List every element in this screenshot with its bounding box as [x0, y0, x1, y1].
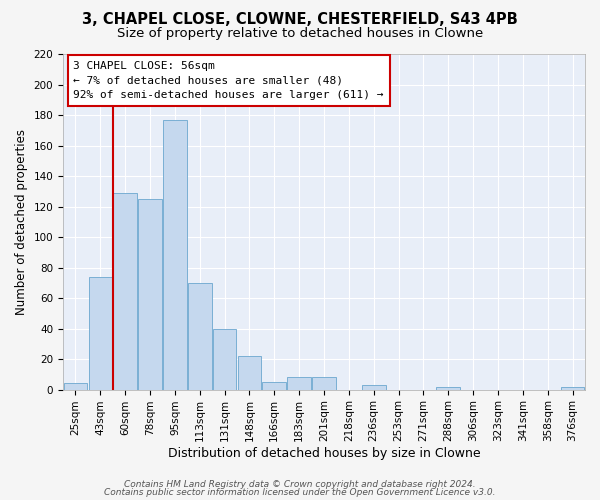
Bar: [362, 385, 386, 390]
Bar: [113, 193, 137, 390]
Bar: [312, 378, 336, 390]
Bar: [287, 378, 311, 390]
Bar: [262, 382, 286, 390]
Bar: [561, 386, 584, 390]
Text: 3, CHAPEL CLOSE, CLOWNE, CHESTERFIELD, S43 4PB: 3, CHAPEL CLOSE, CLOWNE, CHESTERFIELD, S…: [82, 12, 518, 28]
Bar: [138, 199, 162, 390]
Bar: [64, 384, 87, 390]
Bar: [436, 386, 460, 390]
X-axis label: Distribution of detached houses by size in Clowne: Distribution of detached houses by size …: [168, 447, 481, 460]
Bar: [163, 120, 187, 390]
Text: Contains public sector information licensed under the Open Government Licence v3: Contains public sector information licen…: [104, 488, 496, 497]
Text: Size of property relative to detached houses in Clowne: Size of property relative to detached ho…: [117, 28, 483, 40]
Y-axis label: Number of detached properties: Number of detached properties: [15, 129, 28, 315]
Bar: [188, 283, 212, 390]
Text: 3 CHAPEL CLOSE: 56sqm
← 7% of detached houses are smaller (48)
92% of semi-detac: 3 CHAPEL CLOSE: 56sqm ← 7% of detached h…: [73, 60, 384, 100]
Bar: [89, 276, 112, 390]
Bar: [238, 356, 261, 390]
Bar: [213, 328, 236, 390]
Text: Contains HM Land Registry data © Crown copyright and database right 2024.: Contains HM Land Registry data © Crown c…: [124, 480, 476, 489]
